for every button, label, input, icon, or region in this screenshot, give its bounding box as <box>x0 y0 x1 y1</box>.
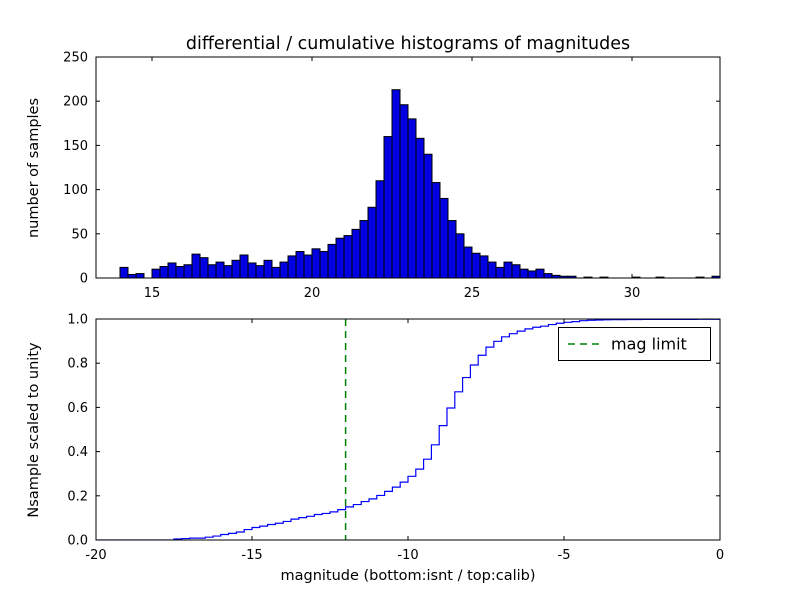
histogram-bar <box>351 228 361 278</box>
histogram-bar <box>375 180 385 278</box>
histogram-bar <box>511 264 521 278</box>
histogram-bar <box>311 248 321 278</box>
y-tick-label: 50 <box>71 227 88 242</box>
histogram-bar <box>279 261 289 278</box>
histogram-bar <box>223 265 233 278</box>
histogram-bar <box>487 261 497 278</box>
histogram-bar <box>159 266 169 278</box>
histogram-bars <box>119 89 720 278</box>
y-tick-label: 250 <box>63 51 88 66</box>
histogram-bar <box>319 250 329 278</box>
histogram-bar <box>207 264 217 278</box>
histogram-bar <box>287 255 297 278</box>
top-y-axis-label: number of samples <box>26 98 42 238</box>
histogram-bar <box>431 182 441 278</box>
histogram-bar <box>711 275 720 278</box>
histogram-bar <box>455 233 465 278</box>
histogram-bar <box>383 136 393 278</box>
x-tick-label: 20 <box>304 286 321 301</box>
histogram-bar <box>191 253 201 278</box>
x-tick-label: 30 <box>624 286 641 301</box>
histogram-bar <box>503 261 513 278</box>
histogram-bar <box>151 268 161 278</box>
x-tick-label: 25 <box>464 286 481 301</box>
x-tick-label: 15 <box>144 286 161 301</box>
histogram-bar <box>463 246 473 278</box>
histogram-bar <box>175 266 185 278</box>
histogram-bar <box>239 254 249 278</box>
x-tick-label: -15 <box>241 548 262 563</box>
histogram-bar <box>215 261 225 278</box>
x-tick-label: 0 <box>716 548 724 563</box>
axes-frame <box>95 318 721 541</box>
y-tick-label: 0.0 <box>67 534 88 549</box>
axes-frame <box>95 56 721 279</box>
histogram-bar <box>447 220 457 278</box>
histogram-bar <box>183 264 193 278</box>
histogram-bar <box>543 273 553 278</box>
histogram-bar <box>271 266 281 278</box>
y-tick-label: 0.8 <box>67 357 88 372</box>
histogram-bar <box>343 235 353 278</box>
y-tick-label: 150 <box>63 139 88 154</box>
x-tick-label: -10 <box>397 548 418 563</box>
histogram-bar <box>535 268 545 278</box>
histogram-bar <box>127 273 137 278</box>
histogram-bar <box>567 275 577 278</box>
histogram-bar <box>391 89 401 278</box>
legend-label: mag limit <box>611 335 687 354</box>
x-axis-label: magnitude (bottom:isnt / top:calib) <box>280 568 535 584</box>
histogram-bar <box>255 265 265 278</box>
histogram-bar <box>335 237 345 278</box>
histogram-bar <box>407 118 417 278</box>
y-tick-label: 100 <box>63 183 88 198</box>
histogram-bar <box>231 259 241 278</box>
differential-histogram-axes: 15 20 25 30 0 50 100 150 200 250 <box>63 51 721 301</box>
y-tick-label: 0.6 <box>67 401 88 416</box>
y-tick-label: 1.0 <box>67 313 88 328</box>
y-tick-label: 0 <box>80 272 88 287</box>
histogram-bar <box>167 262 177 278</box>
histogram-bar <box>247 262 257 278</box>
y-tick-label: 200 <box>63 95 88 110</box>
cumulative-step-line <box>96 319 720 540</box>
histogram-bar <box>119 266 129 278</box>
x-tick-label: -20 <box>85 548 106 563</box>
histogram-bar <box>471 252 481 278</box>
histogram-bar <box>327 243 337 278</box>
legend: mag limit <box>558 327 711 361</box>
histogram-bar <box>367 206 377 278</box>
histogram-bar <box>303 254 313 278</box>
histogram-bar <box>135 273 145 278</box>
histogram-bar <box>519 268 529 278</box>
histogram-bar <box>359 220 369 278</box>
histogram-bar <box>439 197 449 278</box>
histogram-bar <box>263 259 273 278</box>
histogram-bar <box>479 255 489 278</box>
histogram-bar <box>415 137 425 278</box>
y-tick-label: 0.2 <box>67 489 88 504</box>
histogram-bar <box>399 104 409 278</box>
histogram-bar <box>423 153 433 278</box>
x-tick-label: -5 <box>558 548 571 563</box>
histogram-bar <box>199 257 209 278</box>
y-tick-label: 0.4 <box>67 445 88 460</box>
chart-title: differential / cumulative histograms of … <box>186 34 630 54</box>
histogram-bar <box>295 250 305 278</box>
histogram-bar <box>495 266 505 278</box>
bottom-y-axis-label: Nsample scaled to unity <box>26 342 42 518</box>
cumulative-histogram-axes: -20 -15 -10 -5 0 0.0 0.2 0.4 0.6 0.8 1.0 <box>67 313 724 564</box>
histogram-bar <box>527 270 537 278</box>
